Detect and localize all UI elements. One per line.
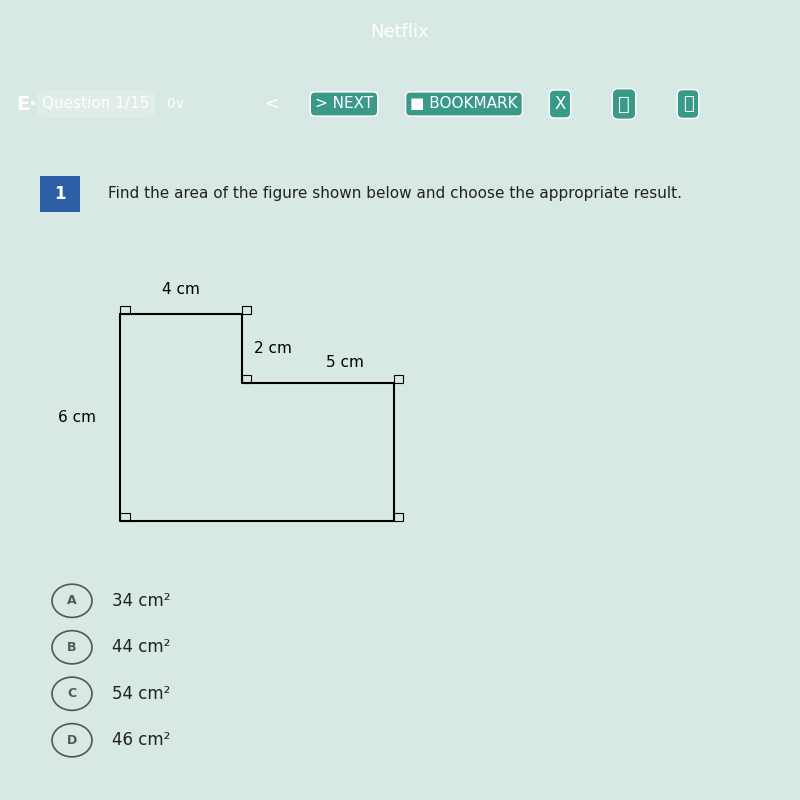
Text: 1: 1 xyxy=(54,185,66,202)
Text: 0∨: 0∨ xyxy=(166,97,186,111)
Bar xyxy=(120,513,130,521)
Text: E·: E· xyxy=(16,94,37,114)
Text: <: < xyxy=(265,95,279,113)
Text: A: A xyxy=(67,594,77,607)
Bar xyxy=(394,375,403,383)
Text: Find the area of the figure shown below and choose the appropriate result.: Find the area of the figure shown below … xyxy=(108,186,682,202)
Text: 5 cm: 5 cm xyxy=(326,354,363,370)
Text: > NEXT: > NEXT xyxy=(315,97,373,111)
Bar xyxy=(120,306,130,314)
Bar xyxy=(242,306,251,314)
Text: 44 cm²: 44 cm² xyxy=(112,638,170,656)
Bar xyxy=(40,176,80,212)
Text: C: C xyxy=(67,687,77,700)
Text: 46 cm²: 46 cm² xyxy=(112,731,170,750)
Text: D: D xyxy=(67,734,77,746)
Text: X: X xyxy=(554,95,566,113)
Text: 54 cm²: 54 cm² xyxy=(112,685,170,702)
Bar xyxy=(394,513,403,521)
Text: ⧉: ⧉ xyxy=(618,94,630,114)
Text: 🔍: 🔍 xyxy=(682,95,694,113)
Text: 4 cm: 4 cm xyxy=(162,282,200,298)
Text: B: B xyxy=(67,641,77,654)
Text: Netflix: Netflix xyxy=(370,23,430,42)
Text: 6 cm: 6 cm xyxy=(58,410,96,425)
Text: 34 cm²: 34 cm² xyxy=(112,592,170,610)
Text: ■ BOOKMARK: ■ BOOKMARK xyxy=(410,97,518,111)
Bar xyxy=(242,375,251,383)
Text: 2 cm: 2 cm xyxy=(254,341,291,356)
Text: Question 1/15: Question 1/15 xyxy=(42,97,150,111)
